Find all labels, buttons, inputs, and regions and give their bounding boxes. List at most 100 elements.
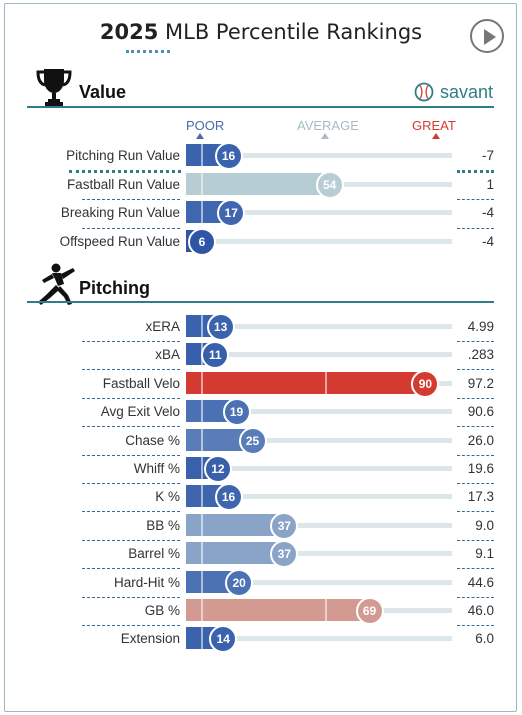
bar-tick xyxy=(201,172,203,195)
percentile-circle[interactable]: 17 xyxy=(217,199,246,228)
bar-tick xyxy=(201,457,203,479)
bar-tick xyxy=(201,485,203,508)
page-title: 2025 MLB Percentile Rankings xyxy=(0,20,522,44)
bar-tick xyxy=(201,627,203,650)
percentile-bar xyxy=(186,371,426,394)
stat-label: Barrel % xyxy=(128,546,180,562)
value-section-rule xyxy=(27,106,494,108)
stat-label: Fastball Velo xyxy=(102,375,180,391)
percentile-circle[interactable]: 11 xyxy=(201,341,230,370)
percentile-circle[interactable]: 20 xyxy=(225,568,254,597)
row-divider xyxy=(457,483,494,484)
stat-label: Pitching Run Value xyxy=(66,148,180,163)
stat-label: Avg Exit Velo xyxy=(100,404,180,420)
stat-value: 90.6 xyxy=(467,404,494,420)
stat-value: 19.6 xyxy=(467,461,494,476)
percentile-bar xyxy=(186,513,285,536)
stat-value: -4 xyxy=(481,205,494,221)
bar-tick xyxy=(201,371,203,394)
savant-logo[interactable]: savant xyxy=(414,80,493,104)
pitching-section-title: Pitching xyxy=(79,278,150,298)
percentile-circle[interactable]: 69 xyxy=(355,597,384,625)
stat-label: Breaking Run Value xyxy=(60,205,180,221)
percentile-track xyxy=(186,522,452,528)
stat-value: 1 xyxy=(486,176,494,192)
stat-label: Fastball Run Value xyxy=(66,176,180,192)
percentile-circle[interactable]: 25 xyxy=(238,426,267,455)
stat-label: K % xyxy=(155,489,180,505)
row-divider xyxy=(457,625,494,626)
percentile-track xyxy=(186,636,452,642)
row-divider xyxy=(457,454,494,456)
row-divider xyxy=(82,397,180,399)
percentile-circle[interactable]: 13 xyxy=(206,313,235,341)
stat-value: 46.0 xyxy=(467,603,494,618)
stat-label: xERA xyxy=(145,319,180,334)
percentile-circle[interactable]: 19 xyxy=(222,398,251,427)
stat-label: Chase % xyxy=(125,432,180,448)
percentile-circle[interactable]: 54 xyxy=(315,170,344,199)
bar-tick xyxy=(325,371,327,394)
bar-tick xyxy=(201,144,203,166)
percentile-circle[interactable]: 6 xyxy=(187,228,216,257)
percentile-circle[interactable]: 90 xyxy=(411,369,440,398)
row-divider xyxy=(82,539,180,541)
percentile-bar xyxy=(186,542,285,565)
bar-tick xyxy=(201,428,203,451)
legend-poor-marker xyxy=(196,133,204,139)
row-divider xyxy=(82,568,180,570)
stat-value: 44.6 xyxy=(467,574,494,590)
stat-value: -7 xyxy=(481,148,494,163)
legend-average: AVERAGE xyxy=(297,118,359,133)
pitching-section-rule xyxy=(27,301,494,303)
baseball-icon xyxy=(414,82,434,102)
row-divider xyxy=(457,539,494,541)
percentile-circle[interactable]: 37 xyxy=(270,540,299,569)
row-divider xyxy=(457,596,494,598)
row-divider xyxy=(457,199,494,200)
percentile-circle[interactable]: 12 xyxy=(203,455,232,483)
percentile-circle[interactable]: 16 xyxy=(214,142,243,170)
percentile-bar xyxy=(186,172,330,195)
stat-label: Hard-Hit % xyxy=(113,574,180,590)
row-divider xyxy=(457,397,494,399)
bar-tick xyxy=(201,513,203,536)
stat-label: Whiff % xyxy=(133,461,180,476)
row-divider xyxy=(82,511,180,513)
stat-value: 6.0 xyxy=(475,631,494,647)
percentile-track xyxy=(186,466,452,471)
stat-label: GB % xyxy=(144,603,180,618)
title-text: MLB Percentile Rankings xyxy=(165,20,423,44)
bar-tick xyxy=(325,599,327,621)
stat-value: 26.0 xyxy=(467,432,494,448)
percentile-track xyxy=(186,210,452,216)
pitcher-icon xyxy=(38,263,75,305)
stat-value: .283 xyxy=(467,347,494,363)
title-year: 2025 xyxy=(99,20,159,44)
legend-poor: POOR xyxy=(186,118,225,133)
percentile-circle[interactable]: 14 xyxy=(209,625,238,654)
percentile-track xyxy=(186,551,452,557)
percentile-card xyxy=(4,3,517,712)
percentile-circle[interactable]: 16 xyxy=(214,483,243,512)
stat-value: 9.1 xyxy=(475,546,494,562)
stat-value: -4 xyxy=(481,234,494,250)
stat-value: 97.2 xyxy=(467,375,494,391)
bar-tick xyxy=(201,315,203,337)
row-divider xyxy=(457,369,494,371)
bar-tick xyxy=(201,599,203,621)
row-divider xyxy=(82,369,180,371)
row-divider xyxy=(82,426,180,428)
percentile-track xyxy=(186,352,452,358)
bar-tick xyxy=(201,201,203,224)
percentile-track xyxy=(186,239,452,245)
row-divider xyxy=(82,483,180,484)
row-divider xyxy=(457,568,494,570)
savant-brand-text: savant xyxy=(440,81,494,102)
row-divider xyxy=(457,341,494,342)
row-divider xyxy=(457,511,494,513)
row-divider xyxy=(82,625,180,626)
stat-value: 9.0 xyxy=(475,517,494,533)
play-icon[interactable] xyxy=(470,19,504,53)
percentile-circle[interactable]: 37 xyxy=(270,511,299,540)
